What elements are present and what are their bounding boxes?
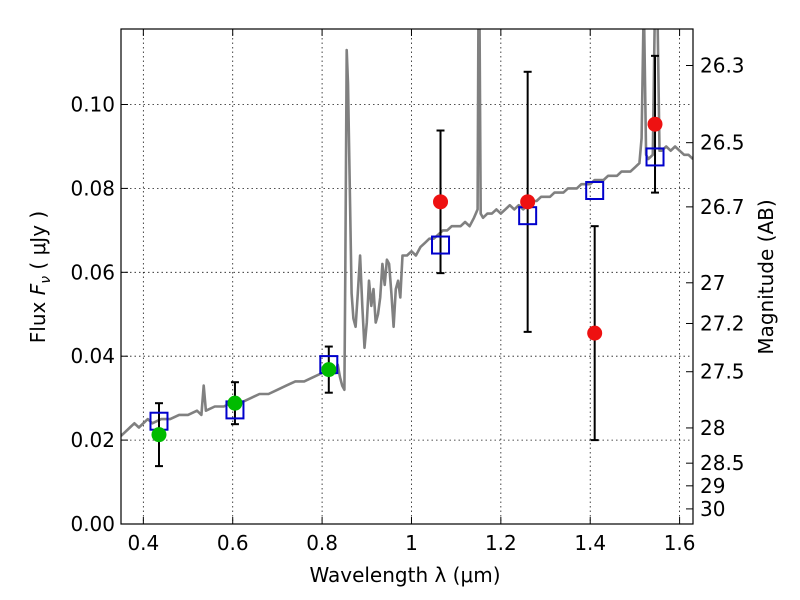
y-axis-label-var: F xyxy=(26,283,50,295)
model-square-point xyxy=(585,181,605,201)
x-axis-label: Wavelength λ (μm) xyxy=(309,563,500,587)
detection-point xyxy=(227,395,243,411)
model-square-point xyxy=(431,235,451,255)
mag-tick-label: 30 xyxy=(700,497,725,521)
right-axis-label: Magnitude (AB) xyxy=(754,199,778,354)
y-tick-label: 0.02 xyxy=(70,428,115,452)
y-axis-label-pre: Flux xyxy=(26,295,50,343)
mag-tick-label: 27 xyxy=(700,271,725,295)
y-tick-label: 0.00 xyxy=(70,512,115,536)
grid-lines xyxy=(121,29,693,524)
mag-tick-label: 29 xyxy=(700,474,725,498)
y-axis-label: Flux Fν ( μJy ) xyxy=(26,211,54,343)
plot-frame xyxy=(120,28,694,525)
upper-limit-point xyxy=(647,116,663,132)
x-tick-label: 1.4 xyxy=(574,531,606,555)
y-tick-label: 0.06 xyxy=(70,260,115,284)
x-tick-label: 1.6 xyxy=(664,531,696,555)
x-tick-label: 1 xyxy=(405,531,418,555)
upper-limit-point xyxy=(520,194,536,210)
x-tick-label: 1.2 xyxy=(485,531,517,555)
axis-ticks: 0.4 0.6 0.8 1 1.2 1.4 1.6 0.00 0.02 0.04 0.06 0.08 0… xyxy=(70,29,745,555)
model-square-point xyxy=(645,147,665,167)
x-tick-label: 0.6 xyxy=(217,531,249,555)
mag-tick-label: 26.5 xyxy=(700,131,745,155)
y-tick-label: 0.04 xyxy=(70,344,115,368)
detection-point xyxy=(321,362,337,378)
x-tick-label: 0.8 xyxy=(306,531,338,555)
y-tick-label: 0.08 xyxy=(70,176,115,200)
detection-point xyxy=(151,427,167,443)
x-tick-label: 0.4 xyxy=(127,531,159,555)
mag-tick-label: 28 xyxy=(700,416,725,440)
mag-tick-label: 26.7 xyxy=(700,195,745,219)
mag-tick-label: 27.5 xyxy=(700,360,745,384)
y-axis-label-sub: ν xyxy=(38,276,54,284)
y-axis-label-post: ( μJy ) xyxy=(26,211,50,276)
spectrum-line xyxy=(121,29,693,437)
upper-limit-point xyxy=(433,194,449,210)
upper-limit-point xyxy=(587,325,603,341)
mag-tick-label: 28.5 xyxy=(700,451,745,475)
y-tick-label: 0.10 xyxy=(70,93,115,117)
mag-tick-label: 27.2 xyxy=(700,311,745,335)
mag-tick-label: 26.3 xyxy=(700,53,745,77)
plot-area xyxy=(121,29,693,468)
